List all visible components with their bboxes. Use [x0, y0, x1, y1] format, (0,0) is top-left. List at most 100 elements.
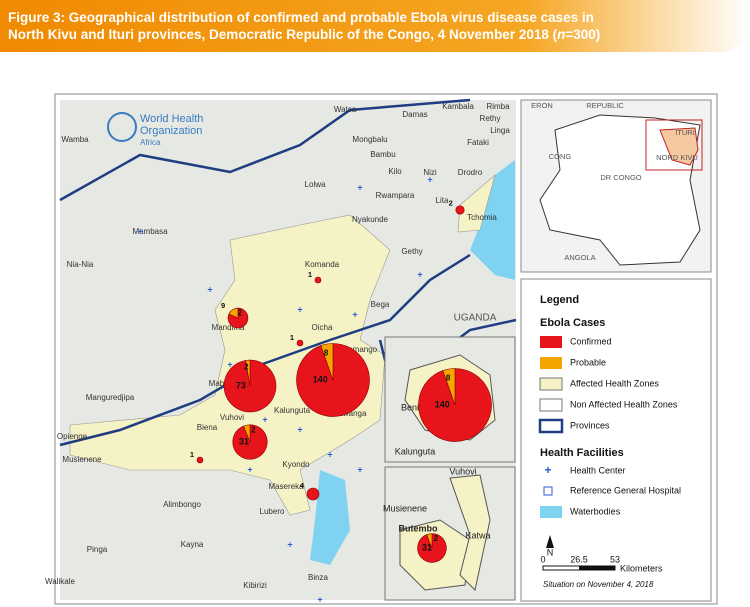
place-label: Kambala	[442, 102, 474, 111]
place-label: Bambu	[370, 150, 395, 159]
scale-bar	[579, 566, 615, 570]
place-label: Lita	[436, 196, 449, 205]
legend-label: Provinces	[570, 420, 610, 430]
legend-label: Affected Health Zones	[570, 378, 659, 388]
health-center: +	[137, 226, 142, 236]
place-label: Kyondo	[282, 460, 310, 469]
pie-label: 31	[239, 436, 249, 446]
legend-swatch	[539, 377, 563, 391]
north-arrow	[546, 535, 554, 548]
pie-label: 73	[236, 380, 246, 390]
place-label: Musienene	[62, 455, 102, 464]
affected-zone	[457, 174, 496, 233]
place-label: Masereka	[268, 482, 304, 491]
legend-label: Probable	[570, 357, 606, 367]
legend-label: Health Center	[570, 465, 626, 475]
health-center: +	[417, 269, 422, 279]
place-label: Bega	[371, 300, 390, 309]
place-label: Mutwanga	[330, 409, 367, 418]
place-label: Vuhovi	[220, 413, 244, 422]
title-n: n	[557, 27, 566, 42]
legend-label: Waterbodies	[570, 506, 621, 516]
pie-label: 1	[290, 333, 294, 342]
locator-label: DR CONGO	[600, 173, 641, 182]
title-text: =300)	[565, 27, 601, 42]
title-line: Figure 3: Geographical distribution of c…	[8, 10, 594, 25]
lake-edward	[310, 470, 350, 565]
place-label: Watsa	[334, 105, 357, 114]
title-text: North Kivu and Ituri provinces, Democrat…	[8, 27, 558, 42]
place-label: Mongbalu	[352, 135, 387, 144]
pie-label: 8	[446, 373, 451, 382]
pie-probable	[442, 368, 456, 406]
legend-swatch	[539, 398, 563, 412]
place-label: Rwampara	[376, 191, 415, 200]
place-label: Komanda	[305, 260, 340, 269]
health-center: +	[317, 594, 322, 604]
title-line: North Kivu and Ituri provinces, Democrat…	[8, 26, 750, 43]
place-label: Linga	[490, 126, 510, 135]
health-center: +	[297, 304, 302, 314]
drc-outline	[539, 114, 701, 266]
legend-label: Non Affected Health Zones	[570, 399, 678, 409]
pie-confirmed	[196, 456, 204, 464]
health-center: +	[357, 182, 362, 192]
health-center: +	[262, 414, 267, 424]
place-label: Walikale	[45, 577, 75, 586]
place-label: Opienge	[57, 432, 88, 441]
place-label: Nizi	[423, 168, 437, 177]
place-label: Fataki	[467, 138, 489, 147]
pie-label: 2	[237, 308, 242, 317]
pie-label: 8	[324, 348, 329, 357]
health-center: +	[287, 539, 292, 549]
scale-label: 53	[610, 554, 620, 564]
pie-confirmed	[455, 205, 465, 215]
place-label: Lolwa	[305, 180, 326, 189]
place-label: Kamango	[343, 345, 378, 354]
scale-label: 26.5	[570, 554, 588, 564]
place-label: Nia-Nia	[67, 260, 94, 269]
place-label: Gethy	[401, 247, 422, 256]
health-center: +	[247, 464, 252, 474]
title-bar: Figure 3: Geographical distribution of c…	[0, 0, 750, 52]
place-label: Binza	[308, 573, 329, 582]
legend-label: Confirmed	[570, 336, 612, 346]
place-label: Oicha	[312, 323, 333, 332]
inset-label: Butembo	[399, 523, 438, 533]
locator-label: NORD KIVU	[656, 153, 698, 162]
health-center: +	[352, 309, 357, 319]
locator-label: ERON	[531, 101, 553, 110]
place-label: Rimba	[486, 102, 510, 111]
health-center: +	[297, 424, 302, 434]
legend-swatch	[538, 418, 564, 434]
place-label: Manguredjipa	[86, 393, 135, 402]
legend-heading: Health Facilities	[540, 447, 624, 459]
katwa-zone	[449, 474, 491, 592]
place-label: Rethy	[480, 114, 501, 123]
health-center: +	[327, 449, 332, 459]
pie-probable	[228, 307, 239, 319]
place-label: Drodro	[458, 168, 483, 177]
place-label: Tchomia	[467, 213, 497, 222]
health-center: +	[357, 464, 362, 474]
pie-label: 9	[221, 301, 225, 310]
pie-confirmed	[314, 276, 322, 284]
situation-note: Situation on November 4, 2018	[543, 580, 654, 589]
north-label: N	[547, 547, 554, 557]
health-center: +	[207, 284, 212, 294]
scale-label: 0	[540, 554, 545, 564]
pie-probable	[320, 343, 334, 381]
legend-swatch	[540, 336, 562, 348]
legend-swatch	[540, 357, 562, 369]
lake-albert	[470, 160, 515, 280]
logo-text: Organization	[140, 125, 202, 137]
logo-text: World Health	[140, 113, 203, 125]
place-label: UGANDA	[454, 313, 497, 324]
logo-emblem	[107, 112, 137, 142]
pie-probable	[243, 424, 251, 443]
health-center: +	[427, 174, 432, 184]
legend-title: Legend	[540, 294, 579, 306]
legend-heading: Ebola Cases	[540, 317, 605, 329]
